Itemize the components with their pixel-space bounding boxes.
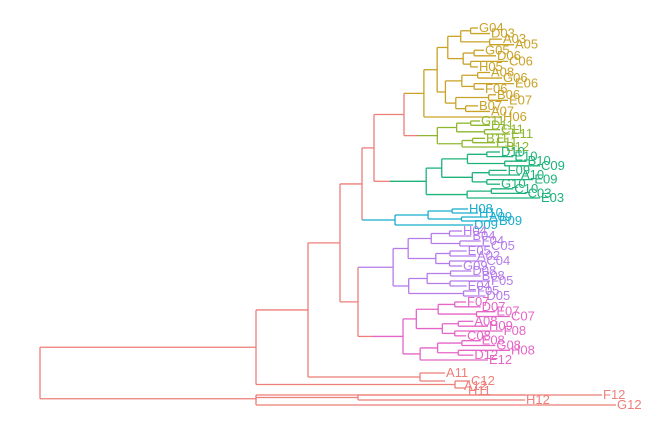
leaf-label: G10 [501,176,526,191]
leaf-label: F11 [496,135,517,150]
leaf-label: C05 [491,238,515,253]
leaf-label: E06 [515,76,538,91]
leaf-label: G04 [479,20,504,35]
leaf-label: C06 [509,53,533,68]
leaf-label: A11 [446,365,468,380]
leaf-label: E08 [482,333,505,348]
leaf-label: G08 [496,338,521,353]
leaf-label: H05 [479,59,503,74]
leaf-label: E05 [468,243,491,258]
leaf-label: B11 [486,130,508,145]
leaf-label: H08 [511,342,535,357]
leaf-label: F07 [467,294,489,309]
dendrogram-edges [39,27,616,406]
leaf-label: D10 [501,144,525,159]
leaf-label: E07 [509,92,532,107]
leaf-label: F05 [477,283,499,298]
leaf-label: H11 [468,383,491,398]
leaf-label: H10 [479,205,503,220]
leaf-label: D11 [491,117,514,132]
leaf-label: G05 [485,42,510,57]
leaf-label: A09 [489,209,512,224]
leaf-label: C08 [467,328,491,343]
leaf-label: A05 [515,37,538,52]
leaf-label: E12 [489,352,512,367]
leaf-label: G12 [617,397,642,412]
leaf-label: B07 [479,98,502,113]
leaf-label: B10 [528,153,551,168]
leaf-label: B09 [499,213,522,228]
leaf-label: D05 [486,288,510,303]
leaf-label: C12 [471,373,495,388]
leaf-label: E07 [496,304,519,319]
leaf-label: H12 [526,392,550,407]
leaf-label: B06 [497,87,520,102]
dendrogram-leaf-labels: G04D03A03A05G05D06C06H05A08G06E06F06B06E… [446,20,642,412]
leaf-label: D07 [482,299,506,314]
leaf-label: H06 [503,109,527,124]
leaf-label: E09 [534,172,557,187]
leaf-label: A10 [521,167,544,182]
leaf-label: A02 [477,248,500,263]
leaf-label: B04 [472,228,495,243]
leaf-label: F05 [491,273,513,288]
leaf-label: C11 [501,122,524,137]
leaf-label: H04 [463,223,487,238]
leaf-label: G06 [503,70,528,85]
leaf-label: E10 [514,149,537,164]
leaf-label: G11 [481,113,505,128]
leaf-label: F12 [603,387,625,402]
leaf-label: C03 [528,185,552,200]
leaf-label: D06 [497,48,521,63]
leaf-label: F08 [504,323,526,338]
leaf-label: A08 [474,313,497,328]
leaf-label: A08 [491,65,514,80]
leaf-label: H09 [489,318,513,333]
leaf-label: F06 [485,81,507,96]
leaf-label: D08 [472,263,496,278]
leaf-label: G09 [463,258,488,273]
leaf-label: F04 [482,233,504,248]
leaf-label: B12 [506,139,529,154]
leaf-label: D09 [474,217,498,232]
leaf-label: C07 [511,309,535,324]
leaf-label: A12 [464,378,487,393]
leaf-label: E03 [541,190,564,205]
leaf-label: E11 [511,126,533,141]
leaf-label: F09 [508,162,530,177]
leaf-label: E04 [468,278,491,293]
leaf-label: H08 [469,201,493,216]
leaf-label: A07 [491,103,514,118]
leaf-label: D03 [491,26,515,41]
leaf-label: C09 [541,158,565,173]
leaf-label: A03 [503,31,526,46]
leaf-label: B08 [482,268,505,283]
leaf-label: C04 [486,253,510,268]
leaf-label: C10 [514,181,538,196]
leaf-label: D12 [474,347,498,362]
